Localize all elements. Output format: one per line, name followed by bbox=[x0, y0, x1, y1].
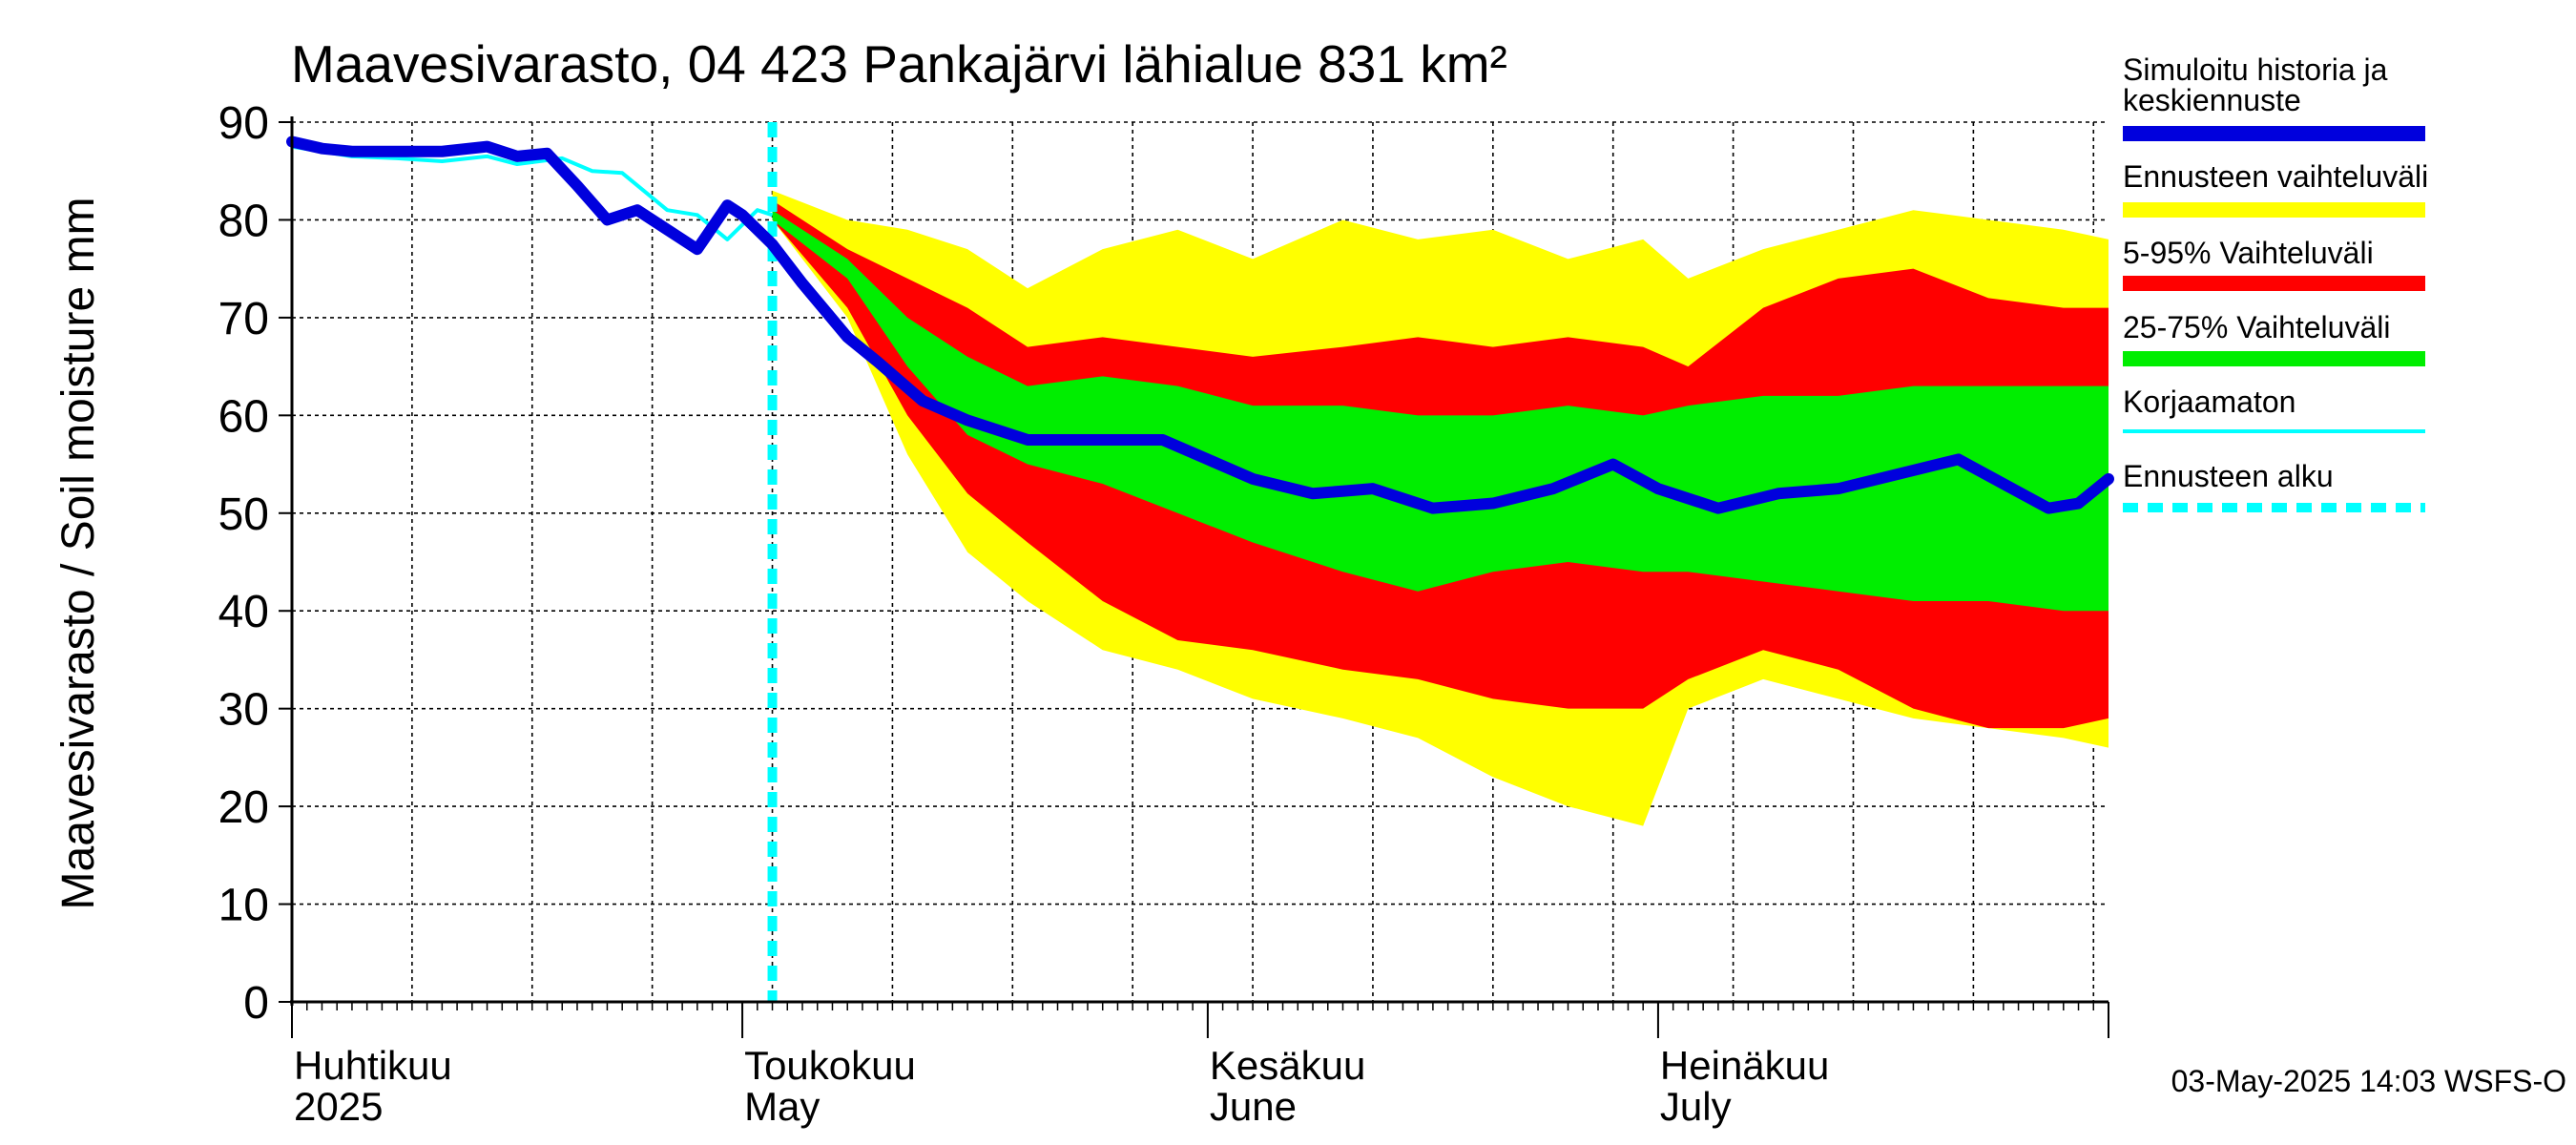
median-forecast-line bbox=[286, 135, 2114, 514]
month-label: Kesäkuu bbox=[1210, 1043, 1365, 1088]
month-sublabel: 2025 bbox=[294, 1084, 383, 1129]
legend-label: 5-95% Vaihteluväli bbox=[2123, 236, 2374, 270]
y-tick-label: 50 bbox=[218, 489, 269, 540]
legend-label: Ennusteen vaihteluväli bbox=[2123, 159, 2428, 194]
month-label: Toukokuu bbox=[744, 1043, 916, 1088]
legend-label: keskiennuste bbox=[2123, 83, 2301, 117]
y-tick-label: 10 bbox=[218, 881, 269, 931]
month-sublabel: May bbox=[744, 1084, 820, 1129]
y-tick-label: 70 bbox=[218, 294, 269, 344]
plot-frame bbox=[279, 116, 2109, 1038]
y-tick-label: 40 bbox=[218, 587, 269, 637]
y-axis-label: Maavesivarasto / Soil moisture mm bbox=[53, 198, 104, 910]
y-tick-label: 90 bbox=[218, 98, 269, 149]
y-tick-label: 80 bbox=[218, 196, 269, 246]
y-tick-labels: 0 10 20 30 40 50 60 70 80 90 bbox=[218, 98, 269, 1029]
month-label: Heinäkuu bbox=[1660, 1043, 1829, 1088]
band-25-75 bbox=[772, 210, 2109, 612]
footer-timestamp: 03-May-2025 14:03 WSFS-O bbox=[2171, 1064, 2566, 1098]
month-sublabel: June bbox=[1210, 1084, 1297, 1129]
chart-title: Maavesivarasto, 04 423 Pankajärvi lähial… bbox=[291, 34, 1507, 94]
series-lines bbox=[286, 122, 2114, 1002]
y-tick-label: 30 bbox=[218, 685, 269, 736]
month-label: Huhtikuu bbox=[294, 1043, 452, 1088]
y-tick-label: 60 bbox=[218, 391, 269, 442]
month-sublabel: July bbox=[1660, 1084, 1732, 1129]
y-tick-label: 0 bbox=[243, 978, 269, 1029]
legend-label: Ennusteen alku bbox=[2123, 459, 2334, 493]
legend-label: 25-75% Vaihteluväli bbox=[2123, 310, 2390, 344]
legend-label: Simuloitu historia ja bbox=[2123, 52, 2388, 87]
y-tick-label: 20 bbox=[218, 782, 269, 833]
legend-label: Korjaamaton bbox=[2123, 385, 2296, 419]
